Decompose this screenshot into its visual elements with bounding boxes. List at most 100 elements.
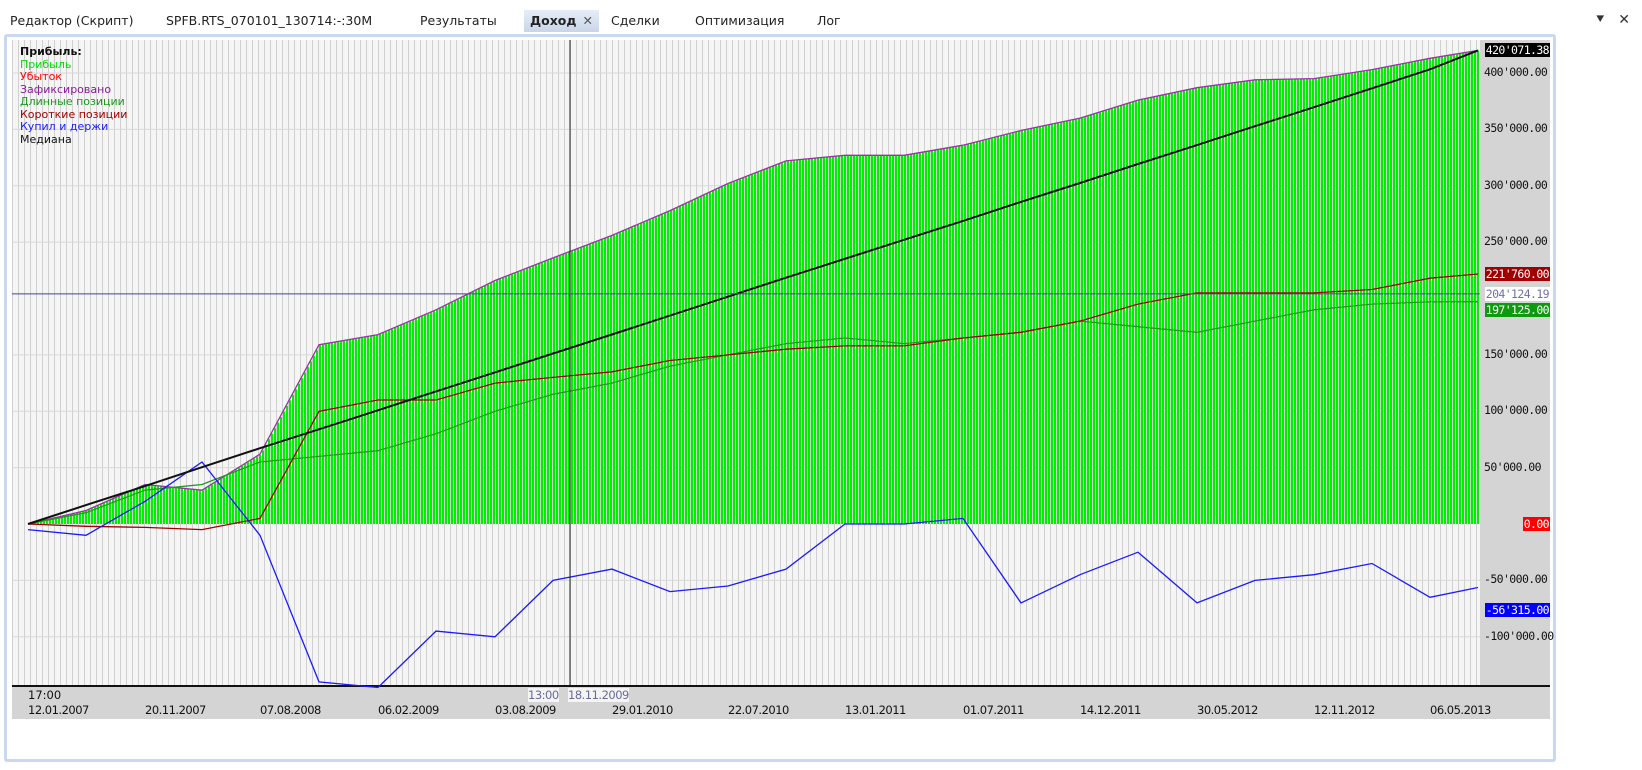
profit-bar [1192, 88, 1194, 524]
profit-bar [94, 506, 96, 524]
profit-bar [835, 156, 837, 525]
profit-bar [1468, 52, 1470, 525]
tab-results[interactable]: Результаты [420, 13, 497, 28]
profit-bar [1450, 55, 1452, 525]
legend-item[interactable]: Зафиксировано [20, 82, 112, 96]
close-icon[interactable]: ✕ [1618, 12, 1630, 28]
profit-bar [1132, 101, 1134, 524]
profit-bar [1411, 62, 1413, 524]
profit-bar [1276, 79, 1278, 525]
profit-bar [427, 313, 429, 524]
profit-bar [1462, 53, 1464, 524]
profit-bar [1285, 79, 1287, 524]
last-value-badge: 420'071.38 [1484, 43, 1550, 58]
profit-bar [190, 488, 192, 524]
profit-bar [133, 489, 135, 524]
profit-bar [1432, 58, 1434, 525]
profit-bar [760, 171, 762, 524]
profit-bar [841, 155, 843, 524]
profit-bar [937, 149, 939, 524]
profit-bar [1471, 51, 1473, 524]
tab-income[interactable]: Доход ✕ [524, 10, 599, 32]
profit-bar [52, 518, 54, 524]
profit-bar [1459, 53, 1461, 525]
x-axis[interactable] [12, 685, 1550, 719]
profit-bar [898, 155, 900, 524]
profit-bar [1369, 70, 1371, 525]
profit-bar [754, 173, 756, 524]
profit-bar [319, 344, 321, 524]
profit-bar [679, 206, 681, 525]
profit-bar [1123, 104, 1125, 524]
dropdown-pin-icon[interactable]: ⯆ [1594, 12, 1606, 28]
profit-bar [403, 323, 405, 524]
y-tick-label: 250'000.00 [1484, 234, 1548, 249]
x-tick-label: 13.01.2011 [845, 703, 906, 717]
profit-bar [1063, 121, 1065, 525]
profit-bar [475, 290, 477, 524]
profit-bar [1318, 78, 1320, 524]
profit-bar [958, 146, 960, 524]
tab-deals[interactable]: Сделки [611, 13, 660, 28]
profit-bar [523, 269, 525, 524]
profit-bar [838, 155, 840, 524]
profit-bar [1420, 60, 1422, 524]
profit-bar [913, 153, 915, 524]
profit-bar [448, 303, 450, 524]
legend-item[interactable]: Убыток [20, 70, 62, 83]
profit-bar [1372, 69, 1374, 525]
profit-bar [877, 155, 879, 524]
profit-bar [262, 450, 264, 524]
profit-bar [103, 502, 105, 524]
profit-bar [271, 433, 273, 524]
profit-bar [1198, 87, 1200, 524]
profit-bar [1102, 111, 1104, 525]
profit-bar [1255, 79, 1257, 524]
profit-bar [499, 278, 501, 524]
profit-bar [325, 343, 327, 524]
tab-editor[interactable]: Редактор (Скрипт) [10, 13, 134, 28]
profit-bar [457, 299, 459, 524]
profit-bar [1342, 74, 1344, 524]
profit-bar [397, 326, 399, 524]
legend-item[interactable]: Короткие позиции [20, 107, 128, 121]
profit-bar [895, 155, 897, 524]
profit-bar [955, 146, 957, 524]
legend-item[interactable]: Купил и держи [20, 120, 109, 133]
legend-item[interactable]: Медиана [20, 132, 72, 146]
profit-bar [682, 204, 684, 525]
profit-bar [121, 495, 123, 524]
legend-item[interactable]: Длинные позиции [20, 95, 125, 108]
profit-bar [280, 417, 282, 524]
profit-bar [1384, 67, 1386, 525]
profit-bar [634, 225, 636, 524]
profit-bar [346, 340, 348, 524]
profit-bar [91, 508, 93, 524]
legend-item[interactable]: Прибыль [20, 57, 72, 71]
profit-bar [1234, 82, 1236, 525]
last-value-badge: 0.00 [1522, 517, 1550, 531]
profit-bar [661, 214, 663, 524]
profit-bar [766, 168, 768, 524]
profit-bar [1054, 123, 1056, 525]
y-axis[interactable] [1480, 40, 1550, 685]
profit-bar [1414, 61, 1416, 524]
profit-bar [1222, 84, 1224, 525]
profit-bar [163, 486, 165, 524]
profit-bar [1474, 51, 1476, 524]
x-tick-label: 06.05.2013 [1430, 703, 1491, 717]
profit-bar [82, 511, 84, 524]
profit-bar [625, 229, 627, 524]
profit-bar [418, 317, 420, 524]
profit-bar [1228, 83, 1230, 525]
close-tab-icon[interactable]: ✕ [582, 13, 593, 28]
profit-bar [1084, 116, 1086, 524]
tab-optimization[interactable]: Оптимизация [695, 13, 785, 28]
legend-items: Прибыль Убыток Зафиксировано Длинные позици… [20, 57, 128, 147]
tab-instrument[interactable]: SPFB.RTS_070101_130714:-:30M [166, 13, 373, 28]
profit-bar [1357, 71, 1359, 524]
profit-bar [148, 484, 150, 524]
tab-log[interactable]: Лог [817, 13, 841, 28]
profit-bar [997, 136, 999, 524]
